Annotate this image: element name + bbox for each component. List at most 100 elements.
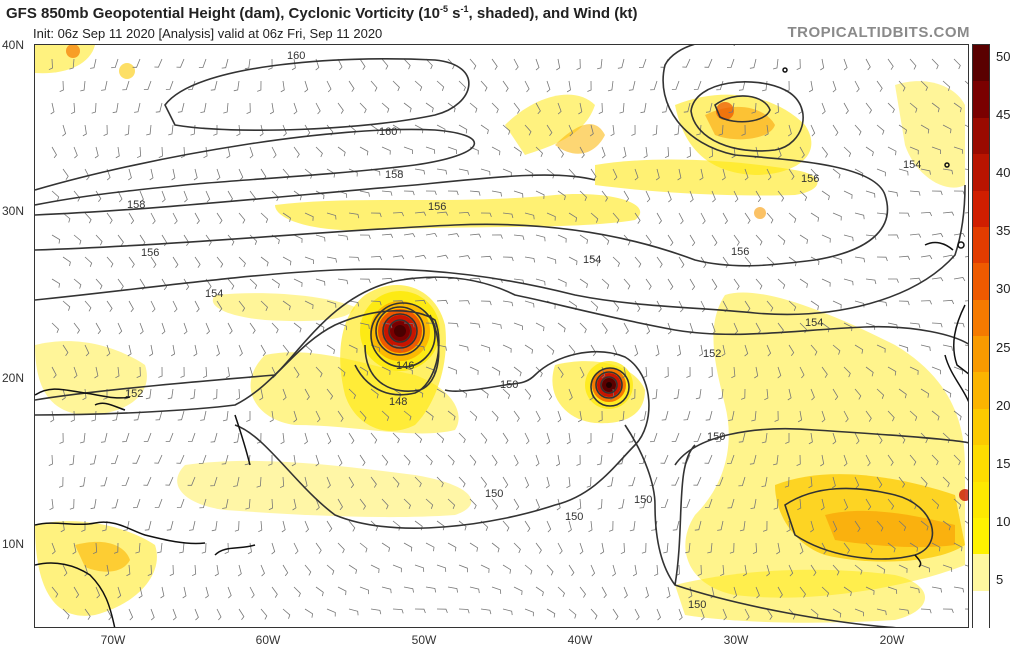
- wind-barb: [720, 564, 725, 577]
- wind-barb: [513, 454, 519, 467]
- wind-barb: [733, 278, 740, 290]
- wind-barb: [513, 366, 522, 377]
- wind-barb: [854, 344, 864, 354]
- height-contours: [35, 45, 968, 627]
- colorbar-segment: [973, 590, 989, 628]
- wind-barb: [832, 564, 840, 576]
- wind-barb: [854, 124, 862, 136]
- wind-barb: [469, 586, 480, 594]
- wind-barb: [832, 608, 842, 618]
- wind-barb: [776, 542, 781, 555]
- wind-barb: [546, 432, 551, 445]
- wind-barb: [469, 366, 479, 375]
- wind-barb: [359, 586, 369, 595]
- wind-barb: [953, 542, 963, 552]
- wind-barb: [304, 212, 314, 221]
- colorbar-segment: [973, 408, 989, 446]
- wind-barb: [315, 278, 326, 286]
- brand-watermark: TROPICALTIDBITS.COM: [787, 24, 970, 41]
- lon-label-40w: 40W: [567, 633, 593, 647]
- wind-barb: [865, 498, 872, 511]
- wind-barb: [502, 212, 514, 219]
- wind-barb: [271, 190, 279, 202]
- wind-barb: [576, 454, 581, 466]
- wind-barb: [50, 102, 55, 115]
- wind-barb: [165, 80, 174, 90]
- wind-barb: [773, 498, 779, 510]
- wind-barb: [187, 476, 196, 486]
- wind-barb: [697, 564, 702, 576]
- wind-barb: [172, 608, 177, 621]
- wind-barb: [566, 476, 571, 489]
- wind-barb: [359, 542, 368, 553]
- wind-barb: [799, 542, 804, 555]
- wind-barb: [193, 168, 198, 181]
- wind-barb: [744, 608, 750, 621]
- wind-barb: [535, 278, 546, 286]
- wind-barb: [854, 388, 862, 400]
- wind-barb: [953, 366, 963, 375]
- wind-barb: [359, 234, 371, 239]
- lon-label-20w: 20W: [879, 633, 905, 647]
- wind-barb: [749, 454, 757, 465]
- wind-barb: [222, 410, 229, 422]
- wind-barb: [249, 278, 258, 290]
- wind-barb: [158, 146, 163, 158]
- colorbar-label: 40: [996, 165, 1011, 180]
- wind-barb: [291, 454, 296, 467]
- wind-barb: [158, 366, 163, 378]
- wind-barb: [59, 432, 64, 444]
- wind-barb: [920, 520, 929, 531]
- wind-barb: [227, 278, 235, 290]
- contour-label: 146: [396, 360, 414, 372]
- wind-barb: [51, 234, 61, 244]
- wind-barb: [304, 520, 309, 533]
- wind-barb: [524, 212, 535, 220]
- wind-barb: [898, 80, 906, 92]
- wind-barb: [766, 256, 774, 268]
- wind-barb: [909, 58, 917, 70]
- wind-barb: [865, 454, 871, 467]
- wind-barb: [326, 608, 336, 617]
- wind-barb: [403, 366, 413, 375]
- wind-barb: [256, 476, 262, 488]
- wind-barb: [95, 278, 103, 290]
- wind-barb: [183, 190, 188, 203]
- wind-barb: [579, 190, 587, 202]
- wind-barb: [596, 454, 603, 466]
- wind-barb: [392, 564, 402, 573]
- wind-barb: [247, 542, 252, 555]
- wind-barb: [772, 454, 779, 466]
- wind-barb: [610, 124, 615, 137]
- wind-barb: [214, 564, 219, 577]
- wind-barb: [200, 102, 207, 113]
- wind-barb: [755, 234, 763, 246]
- wind-barb: [348, 608, 359, 616]
- wind-barb: [964, 388, 968, 392]
- wind-barb: [650, 432, 658, 443]
- wind-barb: [337, 454, 343, 467]
- wind-barb: [51, 190, 60, 201]
- wind-barb: [715, 476, 724, 486]
- wind-barb: [95, 190, 102, 203]
- wind-barb: [48, 58, 53, 71]
- wind-barb: [590, 344, 597, 357]
- wind-barb: [337, 58, 343, 71]
- wind-barb: [326, 520, 333, 533]
- wind-barb: [106, 212, 113, 224]
- wind-barb: [106, 344, 111, 357]
- wind-barb: [293, 410, 298, 423]
- wind-barb: [105, 564, 110, 577]
- colorbar-segment: [973, 263, 989, 301]
- wind-barb: [458, 80, 466, 92]
- wind-barb: [612, 564, 616, 577]
- wind-barb: [740, 388, 746, 400]
- wind-barb: [458, 124, 468, 134]
- wind-barb: [568, 564, 575, 577]
- wind-barb: [854, 256, 866, 263]
- wind-barb: [721, 344, 726, 357]
- wind-barb: [577, 410, 582, 423]
- wind-barb: [392, 520, 401, 531]
- wind-barb: [304, 344, 313, 355]
- wind-barb: [898, 608, 910, 615]
